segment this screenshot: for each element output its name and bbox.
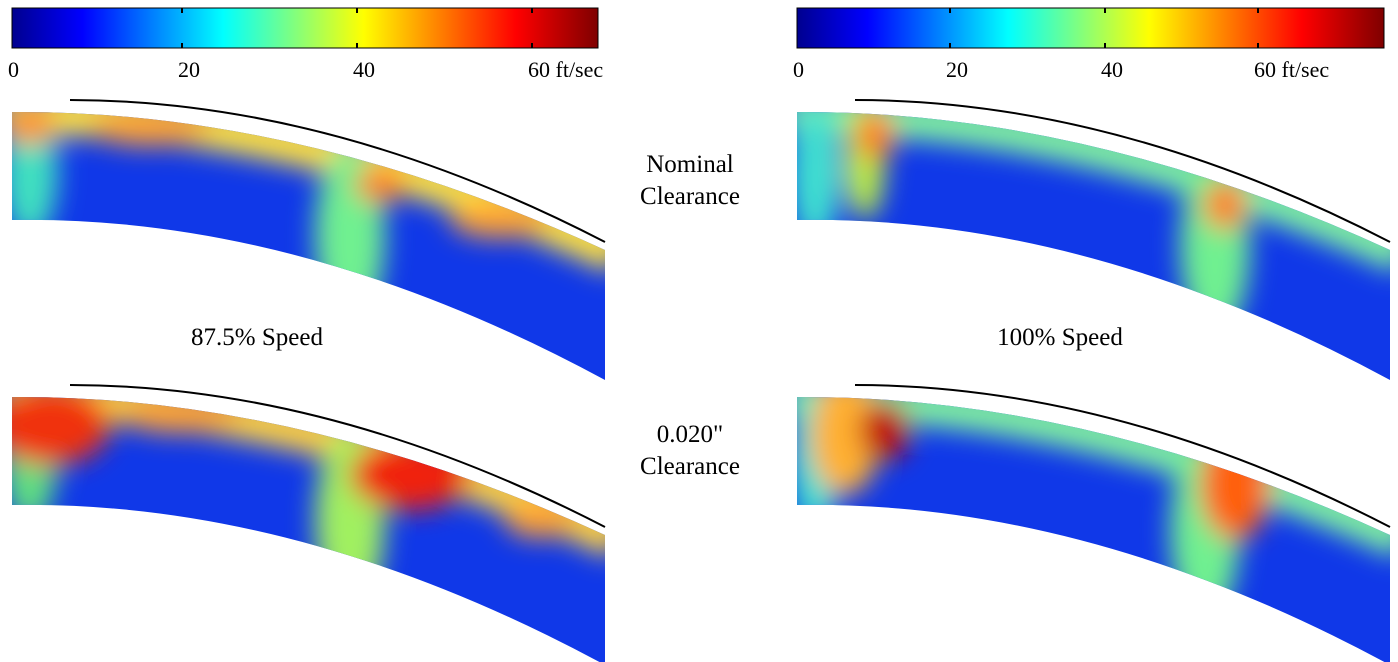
colorbar-gradient	[11, 7, 599, 49]
colorbar-tick-label: 0	[793, 57, 804, 82]
map-region	[12, 396, 110, 465]
row-label: Clearance	[640, 183, 740, 210]
map-region	[810, 396, 880, 495]
colorbar-tick-label: 40	[353, 57, 375, 82]
column-label: 100% Speed	[997, 324, 1123, 351]
colorbar: 0 20 40 60 ft/sec	[8, 7, 603, 82]
map-region	[90, 111, 210, 146]
row-label: 0.020"	[657, 421, 723, 448]
row-label: Clearance	[640, 453, 740, 480]
colorbar-gradient	[796, 7, 1385, 49]
colorbar-tick-label: 40	[1101, 57, 1123, 82]
colorbar-tick-label: 60 ft/sec	[528, 57, 603, 82]
map-region	[855, 111, 895, 160]
colorbar: 0 20 40 60 ft/sec	[793, 7, 1385, 82]
map-region	[1203, 180, 1247, 230]
colorbar-tick-label: 20	[946, 57, 968, 82]
map-region	[355, 167, 405, 203]
velocity-map	[12, 384, 606, 662]
map-region	[797, 111, 840, 245]
colorbar-tick-label: 60 ft/sec	[1254, 57, 1329, 82]
colorbar-tick-label: 20	[178, 57, 200, 82]
column-label: 87.5% Speed	[191, 324, 323, 351]
row-label: Nominal	[646, 151, 734, 178]
map-region	[1180, 155, 1250, 335]
map-region	[1200, 430, 1270, 540]
map-region	[120, 397, 240, 433]
velocity-map	[797, 384, 1391, 662]
map-region	[350, 440, 470, 510]
casing-line	[69, 99, 606, 243]
casing-line	[69, 384, 606, 528]
map-region	[12, 111, 55, 145]
colorbar-tick-label: 0	[8, 57, 19, 82]
casing-line	[854, 99, 1391, 243]
casing-line	[854, 384, 1391, 528]
map-region	[860, 400, 910, 460]
